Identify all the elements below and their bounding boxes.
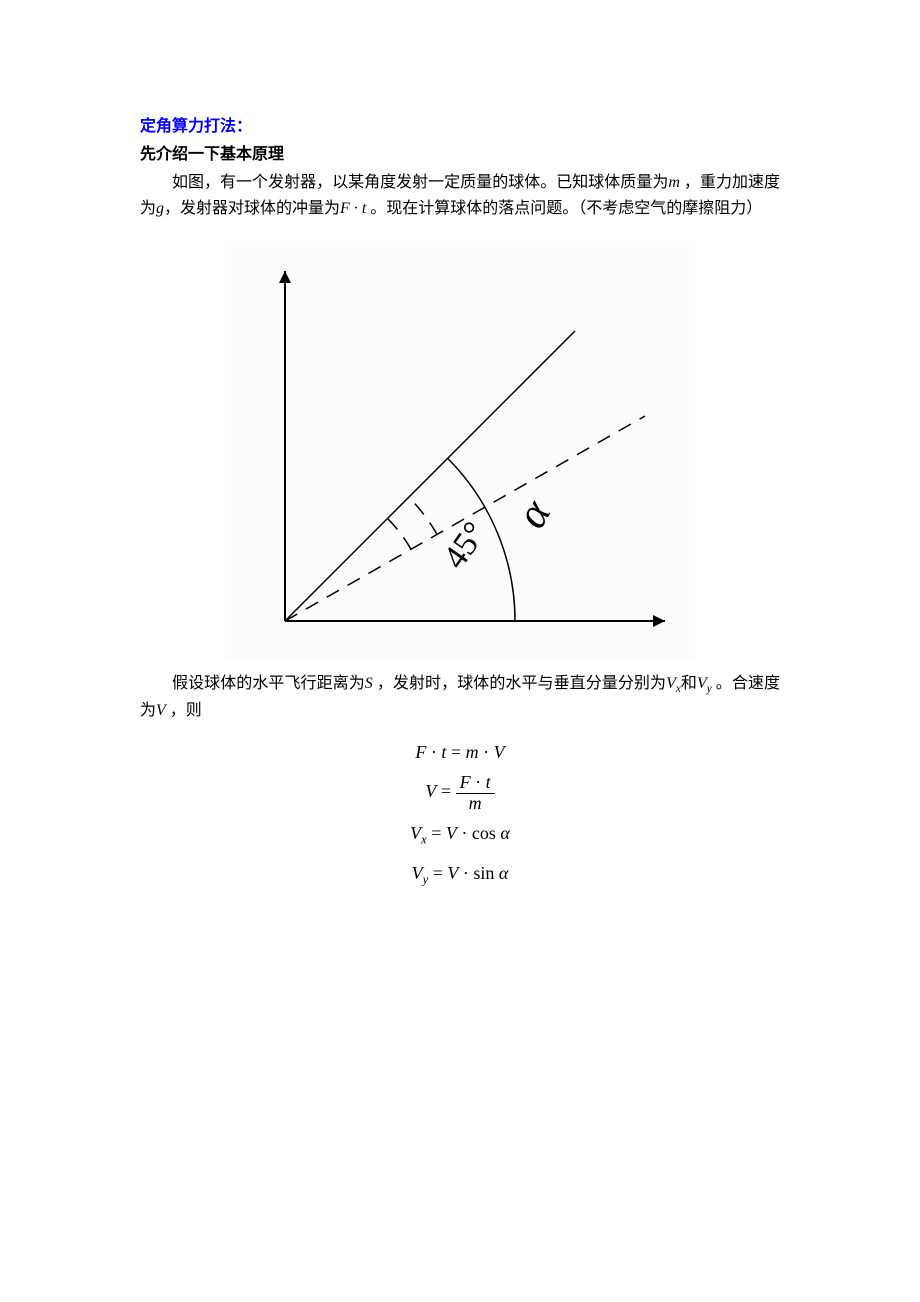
- page: 定角算力打法： 先介绍一下基本原理 如图，有一个发射器，以某角度发射一定质量的球…: [0, 0, 920, 1302]
- diagram: 45°α: [140, 241, 780, 661]
- var-F: F: [340, 200, 350, 217]
- eq1-V: V: [494, 742, 505, 762]
- eq1-eq: =: [446, 742, 465, 762]
- title: 定角算力打法：: [140, 112, 780, 136]
- equation-4: Vy = V · sin α: [140, 854, 780, 894]
- eq2-num-t: t: [486, 772, 491, 792]
- equation-2: V = F · tm: [140, 772, 780, 813]
- eq4-alpha: α: [499, 863, 508, 883]
- diagram-svg: 45°α: [225, 241, 695, 661]
- p1-text: 如图，有一个发射器，以某角度发射一定质量的球体。已知球体质量为: [172, 174, 668, 191]
- eq2-eq: =: [436, 781, 455, 801]
- eq2-fraction: F · tm: [456, 773, 495, 814]
- paragraph-1: 如图，有一个发射器，以某角度发射一定质量的球体。已知球体质量为m ，重力加速度为…: [140, 170, 780, 223]
- equation-1: F · t = m · V: [140, 733, 780, 773]
- var-m: m: [668, 174, 680, 191]
- var-V: V: [156, 702, 166, 719]
- equation-3: Vx = V · cos α: [140, 814, 780, 854]
- eq3-alpha: α: [500, 823, 509, 843]
- p2-text: ，发射时，球体的水平与垂直分量分别为: [373, 675, 666, 692]
- var-S: S: [365, 675, 373, 692]
- p1-text: 。现在计算球体的落点问题。（不考虑空气的摩擦阻力）: [366, 200, 762, 217]
- eq1-m: m: [466, 742, 479, 762]
- eq3-eq: =: [427, 823, 446, 843]
- eq3-dot: ·: [457, 823, 472, 843]
- paragraph-2: 假设球体的水平飞行距离为S ，发射时，球体的水平与垂直分量分别为Vx和Vy 。合…: [140, 671, 780, 725]
- var-Vx: V: [666, 675, 676, 692]
- eq2-num-F: F: [460, 772, 471, 792]
- eq2-den-m: m: [456, 794, 495, 814]
- eq3-V: V: [410, 823, 421, 843]
- var-Vy: V: [697, 675, 707, 692]
- eq4-dot: ·: [458, 863, 473, 883]
- p2-text: ，则: [166, 702, 202, 719]
- p2-and: 和: [681, 675, 697, 692]
- eq4-sin: sin: [473, 863, 494, 883]
- eq1-F: F: [415, 742, 426, 762]
- eq3-rhs-V: V: [446, 823, 457, 843]
- eq3-cos: cos: [472, 823, 496, 843]
- eq2-num-dot: ·: [471, 772, 486, 792]
- equations: F · t = m · V V = F · tm Vx = V · cos α …: [140, 733, 780, 894]
- p1-text: ，发射器对球体的冲量为: [164, 200, 340, 217]
- subtitle: 先介绍一下基本原理: [140, 140, 780, 164]
- eq1-dot: ·: [426, 742, 441, 762]
- eq1-dot2: ·: [479, 742, 494, 762]
- eq4-eq: =: [428, 863, 447, 883]
- var-g: g: [156, 200, 164, 217]
- eq4-rhs-V: V: [447, 863, 458, 883]
- dot: ·: [350, 200, 362, 217]
- eq2-V: V: [425, 781, 436, 801]
- eq4-V: V: [412, 863, 423, 883]
- p2-text: 假设球体的水平飞行距离为: [172, 675, 365, 692]
